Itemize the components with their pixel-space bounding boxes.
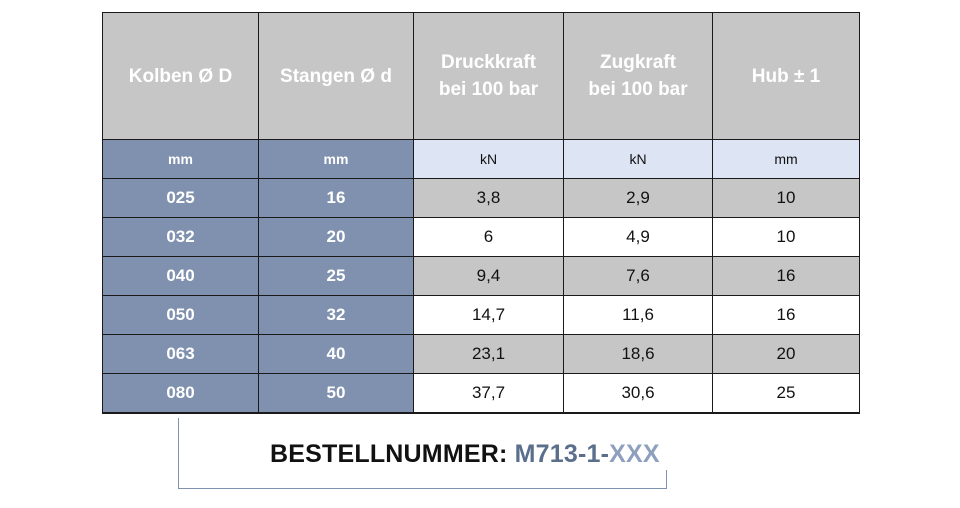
header-push-force: Druckkraft bei 100 bar [413, 12, 564, 140]
stroke-cell: 20 [712, 334, 860, 374]
table-row: 025 16 3,8 2,9 10 [102, 178, 860, 218]
order-number-prefix: M713-1- [514, 440, 610, 468]
piston-diameter-cell: 032 [102, 217, 259, 257]
rod-diameter-cell: 25 [258, 256, 414, 296]
piston-diameter-cell: 040 [102, 256, 259, 296]
unit-cell: mm [712, 139, 860, 179]
table-row: 080 50 37,7 30,6 25 [102, 373, 860, 414]
stroke-cell: 25 [712, 373, 860, 414]
order-bracket-line [178, 418, 667, 489]
pull-force-cell: 30,6 [563, 373, 713, 414]
push-force-cell: 6 [413, 217, 564, 257]
header-rod-diameter: Stangen Ø d [258, 12, 414, 140]
rod-diameter-cell: 50 [258, 373, 414, 414]
push-force-cell: 9,4 [413, 256, 564, 296]
push-force-cell: 14,7 [413, 295, 564, 335]
rod-diameter-cell: 20 [258, 217, 414, 257]
header-pull-force: Zugkraft bei 100 bar [563, 12, 713, 140]
rod-diameter-cell: 16 [258, 178, 414, 218]
header-row: Kolben Ø D Stangen Ø d Druckkraft bei 10… [102, 12, 860, 140]
unit-cell: kN [563, 139, 713, 179]
order-number-suffix: XXX [609, 440, 660, 468]
header-piston-diameter: Kolben Ø D [102, 12, 259, 140]
stroke-cell: 16 [712, 256, 860, 296]
piston-diameter-cell: 050 [102, 295, 259, 335]
rod-diameter-cell: 32 [258, 295, 414, 335]
pull-force-cell: 11,6 [563, 295, 713, 335]
piston-diameter-cell: 080 [102, 373, 259, 414]
piston-diameter-cell: 063 [102, 334, 259, 374]
order-bracket-tick [666, 470, 667, 488]
table-row: 050 32 14,7 11,6 16 [102, 295, 860, 335]
push-force-cell: 37,7 [413, 373, 564, 414]
pull-force-cell: 7,6 [563, 256, 713, 296]
pull-force-cell: 18,6 [563, 334, 713, 374]
units-row: mm mm kN kN mm [102, 139, 860, 179]
header-stroke: Hub ± 1 [712, 12, 860, 140]
piston-diameter-cell: 025 [102, 178, 259, 218]
stroke-cell: 16 [712, 295, 860, 335]
pull-force-cell: 4,9 [563, 217, 713, 257]
push-force-cell: 3,8 [413, 178, 564, 218]
stroke-cell: 10 [712, 178, 860, 218]
table-row: 063 40 23,1 18,6 20 [102, 334, 860, 374]
unit-cell: mm [258, 139, 414, 179]
unit-cell: mm [102, 139, 259, 179]
table-row: 032 20 6 4,9 10 [102, 217, 860, 257]
table-row: 040 25 9,4 7,6 16 [102, 256, 860, 296]
order-number-label: BESTELLNUMMER: [270, 440, 515, 468]
spec-table: Kolben Ø D Stangen Ø d Druckkraft bei 10… [102, 12, 860, 414]
unit-cell: kN [413, 139, 564, 179]
push-force-cell: 23,1 [413, 334, 564, 374]
order-number: BESTELLNUMMER: M713-1-XXX [270, 440, 660, 469]
pull-force-cell: 2,9 [563, 178, 713, 218]
rod-diameter-cell: 40 [258, 334, 414, 374]
stroke-cell: 10 [712, 217, 860, 257]
